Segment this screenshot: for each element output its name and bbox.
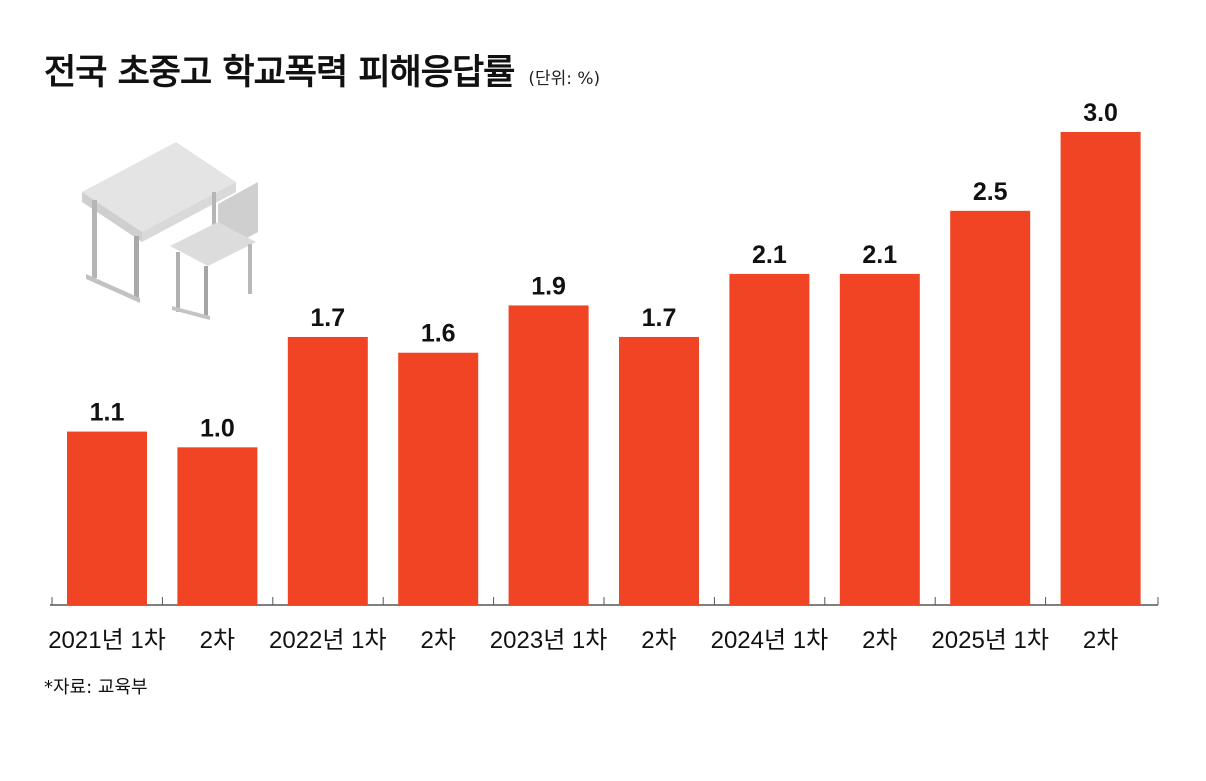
data-label: 1.7 [310,304,345,332]
unit-label: (단위: %) [528,69,601,89]
chart-title: 전국 초중고 학교폭력 피해응답률 [44,53,515,93]
data-label: 1.1 [90,399,125,427]
school-desk-icon [82,142,258,320]
data-label: 3.0 [1083,99,1118,127]
x-tick-label: 2024년 1차 [711,627,829,654]
x-tick-label: 2차 [862,627,897,654]
bar [950,210,1031,606]
x-tick-label: 2차 [200,627,235,654]
x-tick-label: 2차 [1083,627,1118,654]
source-note: *자료: 교육부 [44,677,148,698]
data-label: 1.6 [421,320,456,348]
x-tick-label: 2차 [641,627,676,654]
bar [508,305,589,605]
bar [177,447,258,605]
bar [287,336,368,605]
data-label: 1.9 [531,272,566,300]
x-tick-label: 2차 [420,627,455,654]
x-tick-label: 2021년 1차 [48,627,166,654]
data-label: 1.7 [642,304,677,332]
data-label: 2.1 [752,241,787,269]
bar [729,273,810,605]
data-label: 2.5 [973,178,1008,206]
bar [839,273,920,605]
bar [398,352,479,605]
data-label: 2.1 [862,241,897,269]
data-label: 1.0 [200,414,235,442]
chart-header: 전국 초중고 학교폭력 피해응답률 (단위: %) [44,44,600,95]
bar [67,431,147,605]
x-tick-label: 2023년 1차 [490,627,608,654]
bar [1060,132,1141,605]
bar [619,336,699,605]
x-tick-label: 2025년 1차 [931,627,1049,654]
x-tick-label: 2022년 1차 [269,627,387,654]
